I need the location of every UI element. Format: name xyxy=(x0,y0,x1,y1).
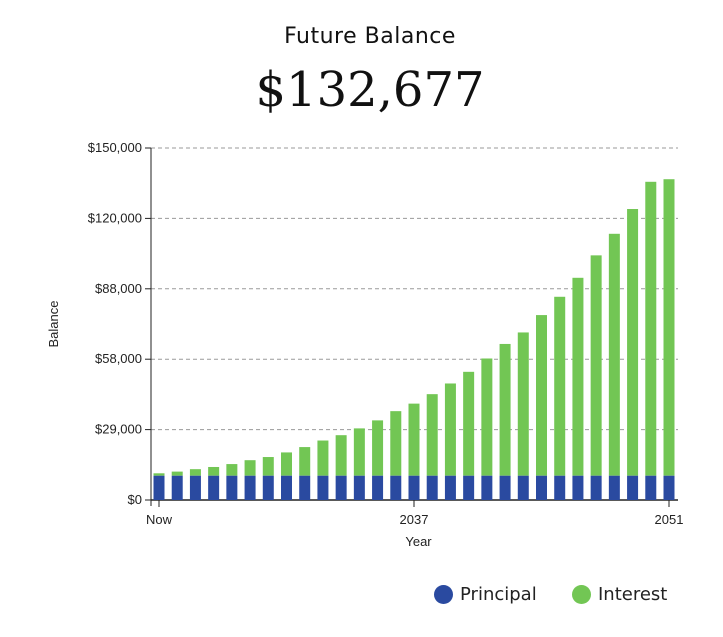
bar-interest xyxy=(281,452,292,476)
bar-interest xyxy=(317,440,329,476)
y-tick-label: $0 xyxy=(128,492,142,507)
bar-principal xyxy=(608,475,620,500)
bar-interest xyxy=(335,435,347,476)
x-axis-title: Year xyxy=(405,534,432,549)
bar-interest xyxy=(590,255,602,476)
bar-interest xyxy=(663,179,675,476)
bar-principal xyxy=(481,475,493,500)
legend-principal-label: Principal xyxy=(460,583,537,605)
bar-principal xyxy=(572,475,584,500)
bar-interest xyxy=(499,343,511,476)
legend-interest[interactable]: Interest xyxy=(572,581,667,607)
bar-principal xyxy=(153,475,165,500)
bar-interest xyxy=(408,403,420,476)
chart-title: Future Balance xyxy=(284,24,456,49)
x-tick-label: 2051 xyxy=(655,512,684,527)
bar-principal xyxy=(189,475,201,500)
bar-principal xyxy=(627,475,639,500)
bar-principal xyxy=(390,475,402,500)
legend-principal[interactable]: Principal xyxy=(434,581,537,607)
bar-interest xyxy=(171,471,183,476)
bar-principal xyxy=(536,475,547,500)
bar-principal xyxy=(444,475,456,500)
interest-swatch-icon xyxy=(572,584,591,604)
bar-principal xyxy=(499,475,511,500)
bar-interest xyxy=(481,358,493,476)
bar-principal xyxy=(171,475,183,500)
bar-principal xyxy=(335,475,347,500)
bar-principal xyxy=(372,475,384,500)
principal-swatch-icon xyxy=(434,584,453,604)
bar-interest xyxy=(463,371,475,476)
bar-principal xyxy=(408,475,420,500)
bar-interest xyxy=(608,233,620,476)
y-tick-label: $120,000 xyxy=(88,210,142,225)
bar-principal xyxy=(663,475,675,500)
x-tick-label: 2037 xyxy=(400,512,429,527)
bar-principal xyxy=(299,475,311,500)
bar-principal xyxy=(262,475,274,500)
bar-principal xyxy=(517,475,529,500)
y-tick-label: $150,000 xyxy=(88,140,142,155)
bar-principal xyxy=(426,475,438,500)
bar-interest xyxy=(572,277,584,476)
bar-interest xyxy=(554,296,566,476)
bar-interest xyxy=(189,469,201,476)
bar-principal xyxy=(226,475,238,500)
bar-interest xyxy=(208,466,220,476)
bar-interest xyxy=(627,209,639,476)
bar-interest xyxy=(244,460,256,476)
bar-principal xyxy=(281,475,292,500)
future-balance-amount: $132,677 xyxy=(255,62,485,118)
y-tick-label: $29,000 xyxy=(95,422,142,437)
bar-principal xyxy=(554,475,566,500)
bar-interest xyxy=(426,394,438,476)
bar-interest xyxy=(536,315,547,476)
y-axis-title: Balance xyxy=(46,301,61,348)
y-tick-label: $58,000 xyxy=(95,351,142,366)
bar-interest xyxy=(517,332,529,476)
bar-interest xyxy=(353,428,365,476)
legend-interest-label: Interest xyxy=(598,583,668,605)
bar-interest xyxy=(299,447,311,476)
y-tick-label: $88,000 xyxy=(95,281,142,296)
bar-interest xyxy=(390,411,402,476)
bar-principal xyxy=(244,475,256,500)
bar-interest xyxy=(645,181,657,476)
bar-principal xyxy=(317,475,329,500)
bar-interest xyxy=(226,464,238,476)
x-tick-label: Now xyxy=(146,512,173,527)
bar-principal xyxy=(463,475,475,500)
bar-interest xyxy=(444,383,456,476)
bar-principal xyxy=(208,475,220,500)
bar-principal xyxy=(353,475,365,500)
bar-principal xyxy=(590,475,602,500)
bar-interest xyxy=(153,473,165,476)
bar-interest xyxy=(372,420,384,476)
bar-principal xyxy=(645,475,657,500)
bar-interest xyxy=(262,457,274,476)
